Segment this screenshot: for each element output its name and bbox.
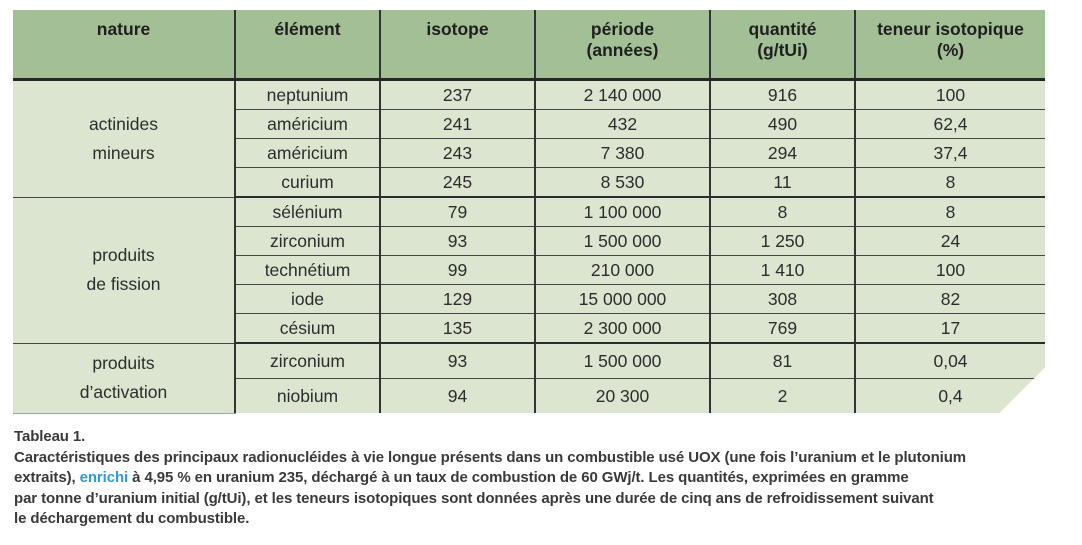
cell-isotope: 99 (380, 256, 535, 285)
cell-element: neptunium (235, 80, 380, 110)
cell-periode: 2 300 000 (535, 314, 710, 344)
cell-quantite: 294 (710, 139, 855, 168)
cell-element: césium (235, 314, 380, 344)
cell-periode: 20 300 (535, 379, 710, 414)
cell-teneur: 17 (855, 314, 1045, 344)
table-row: technétium 99 210 000 1 410 100 (13, 256, 1045, 285)
table-row: produits d’activation zirconium 93 1 500… (13, 343, 1045, 379)
cell-teneur: 100 (855, 80, 1045, 110)
table-body: actinides mineurs neptunium 237 2 140 00… (13, 80, 1045, 414)
cell-isotope: 241 (380, 110, 535, 139)
table-row: américium 241 432 490 62,4 (13, 110, 1045, 139)
cell-quantite: 2 (710, 379, 855, 414)
cell-isotope: 129 (380, 285, 535, 314)
caption-title: Tableau 1. (14, 428, 86, 445)
table-header: nature élément isotope période (années) … (13, 10, 1045, 80)
cell-quantite: 1 410 (710, 256, 855, 285)
cell-isotope: 93 (380, 227, 535, 256)
caption-text: extraits), (14, 469, 80, 486)
cell-element: sélénium (235, 197, 380, 227)
group-label-produits-activation: produits d’activation (13, 343, 235, 413)
cell-quantite: 916 (710, 80, 855, 110)
cell-periode: 432 (535, 110, 710, 139)
cell-element: zirconium (235, 227, 380, 256)
cell-periode: 1 500 000 (535, 227, 710, 256)
cell-teneur: 37,4 (855, 139, 1045, 168)
cell-teneur: 82 (855, 285, 1045, 314)
cell-element: américium (235, 110, 380, 139)
group-label-produits-fission: produits de fission (13, 197, 235, 343)
cell-teneur: 8 (855, 168, 1045, 198)
cell-isotope: 93 (380, 343, 535, 379)
cell-teneur: 0,4 (855, 379, 1045, 414)
cell-quantite: 8 (710, 197, 855, 227)
col-header-isotope: isotope (380, 10, 535, 80)
glossary-link-enrichi[interactable]: enrichi (79, 469, 129, 486)
caption-line: extraits), enrichi à 4,95 % en uranium 2… (14, 468, 1076, 489)
caption-line: par tonne d’uranium initial (g/tUi), et … (14, 489, 934, 507)
cell-isotope: 135 (380, 314, 535, 344)
cell-periode: 15 000 000 (535, 285, 710, 314)
cell-isotope: 94 (380, 379, 535, 414)
table-row: curium 245 8 530 11 8 (13, 168, 1045, 198)
caption-line: le déchargement du combustible. (14, 510, 250, 527)
col-header-periode: période (années) (535, 10, 710, 80)
col-header-element: élément (235, 10, 380, 80)
col-header-quantite: quantité (g/tUi) (710, 10, 855, 80)
cell-element: zirconium (235, 343, 380, 379)
cell-periode: 8 530 (535, 168, 710, 198)
table-row: niobium 94 20 300 2 0,4 (13, 379, 1045, 414)
cell-teneur: 24 (855, 227, 1045, 256)
cell-quantite: 1 250 (710, 227, 855, 256)
col-header-teneur: teneur isotopique (%) (855, 10, 1045, 80)
table-row: zirconium 93 1 500 000 1 250 24 (13, 227, 1045, 256)
table-row: produits de fission sélénium 79 1 100 00… (13, 197, 1045, 227)
cell-quantite: 769 (710, 314, 855, 344)
radionuclide-table: nature élément isotope période (années) … (13, 10, 1045, 414)
table-caption: Tableau 1. Caractéristiques des principa… (14, 427, 1076, 530)
cell-isotope: 79 (380, 197, 535, 227)
table-row: césium 135 2 300 000 769 17 (13, 314, 1045, 344)
cell-teneur: 100 (855, 256, 1045, 285)
cell-quantite: 11 (710, 168, 855, 198)
cell-teneur: 0,04 (855, 343, 1045, 379)
cell-element: iode (235, 285, 380, 314)
table-row: actinides mineurs neptunium 237 2 140 00… (13, 80, 1045, 110)
col-header-nature: nature (13, 10, 235, 80)
cell-quantite: 308 (710, 285, 855, 314)
cell-periode: 2 140 000 (535, 80, 710, 110)
cell-periode: 210 000 (535, 256, 710, 285)
cell-periode: 1 500 000 (535, 343, 710, 379)
cell-teneur: 62,4 (855, 110, 1045, 139)
cell-element: technétium (235, 256, 380, 285)
header-row: nature élément isotope période (années) … (13, 10, 1045, 80)
caption-line: Caractéristiques des principaux radionuc… (14, 448, 967, 466)
cell-isotope: 245 (380, 168, 535, 198)
table-row: iode 129 15 000 000 308 82 (13, 285, 1045, 314)
cell-periode: 7 380 (535, 139, 710, 168)
caption-text: à 4,95 % en uranium 235, déchargé à un t… (128, 469, 909, 486)
cell-periode: 1 100 000 (535, 197, 710, 227)
table-row: américium 243 7 380 294 37,4 (13, 139, 1045, 168)
cell-element: américium (235, 139, 380, 168)
cell-quantite: 81 (710, 343, 855, 379)
cell-isotope: 237 (380, 80, 535, 110)
table: nature élément isotope période (années) … (13, 10, 1045, 414)
cell-isotope: 243 (380, 139, 535, 168)
cell-teneur: 8 (855, 197, 1045, 227)
cell-quantite: 490 (710, 110, 855, 139)
cell-element: curium (235, 168, 380, 198)
cell-element: niobium (235, 379, 380, 414)
group-label-actinides-mineurs: actinides mineurs (13, 80, 235, 198)
